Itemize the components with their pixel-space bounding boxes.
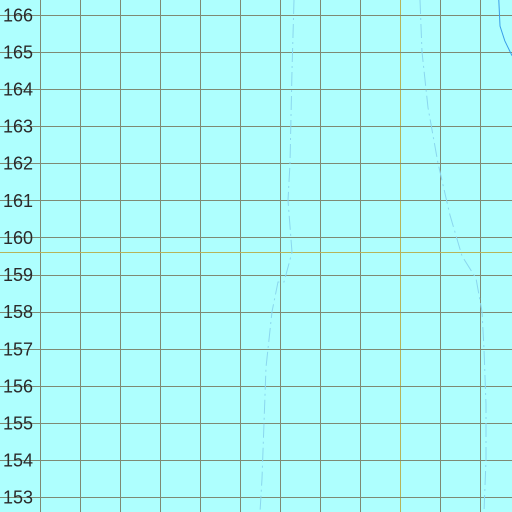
y-tick-label: 161 bbox=[3, 191, 33, 211]
y-tick-label: 158 bbox=[3, 302, 33, 322]
y-tick-label: 163 bbox=[3, 117, 33, 137]
y-axis-tick-labels: 153 154 155 156 157 158 159 160 161 162 163 164 165 1… bbox=[3, 5, 33, 507]
y-tick-label: 156 bbox=[3, 376, 33, 396]
y-tick-label: 165 bbox=[3, 42, 33, 62]
y-tick-label: 162 bbox=[3, 154, 33, 174]
series-curve-c bbox=[498, 0, 512, 56]
grid-horizontal-lines bbox=[0, 15, 512, 498]
y-tick-label: 157 bbox=[3, 339, 33, 359]
series-curve-a bbox=[259, 0, 295, 512]
y-tick-label: 153 bbox=[3, 488, 33, 508]
y-tick-label: 155 bbox=[3, 414, 33, 434]
y-tick-label: 159 bbox=[3, 265, 33, 285]
series-curve-b bbox=[419, 0, 487, 512]
y-tick-label: 164 bbox=[3, 80, 33, 100]
y-tick-label: 166 bbox=[3, 5, 33, 25]
y-tick-label: 154 bbox=[3, 451, 33, 471]
y-tick-label: 160 bbox=[3, 228, 33, 248]
chart-series bbox=[259, 0, 512, 512]
grid-vertical-lines bbox=[40, 0, 481, 512]
